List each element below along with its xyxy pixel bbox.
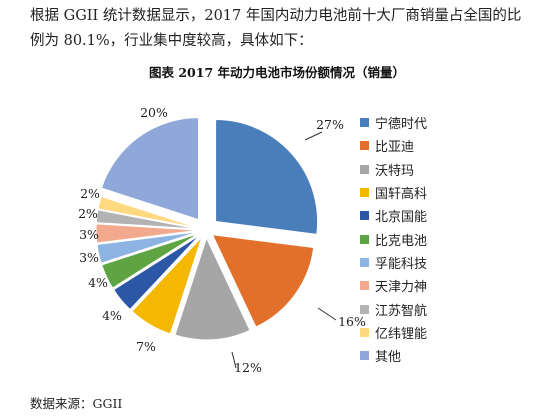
legend-item: 比亚迪 [360, 134, 427, 157]
legend-swatch [360, 188, 369, 198]
pie-slice [100, 117, 199, 221]
legend-swatch [360, 141, 369, 151]
data-label: 2% [78, 206, 98, 221]
legend-swatch [360, 118, 369, 128]
legend-item: 江苏智航 [360, 297, 427, 320]
legend-label: 天津力神 [375, 280, 428, 296]
legend-swatch [360, 257, 369, 267]
leader-line [317, 307, 337, 321]
legend-label: 比克电池 [375, 233, 428, 249]
data-label: 7% [136, 339, 156, 354]
pie-slice [215, 119, 319, 235]
data-source: 数据来源：GGII [30, 396, 123, 411]
pie-slice [96, 231, 199, 264]
legend-swatch [360, 304, 369, 314]
legend-label: 国轩高科 [375, 187, 428, 203]
pie-slice [101, 232, 200, 289]
legend-item: 比克电池 [360, 227, 427, 250]
pie-slice [97, 195, 199, 229]
leader-line [231, 351, 237, 369]
pie-slice [95, 209, 199, 230]
data-label: 16% [338, 314, 366, 329]
legend-item: 北京国能 [360, 204, 427, 227]
legend-swatch [360, 327, 369, 337]
legend-swatch [360, 211, 369, 221]
legend-label: 孚能科技 [375, 256, 428, 272]
legend-label: 江苏智航 [375, 303, 428, 319]
data-label: 2% [80, 186, 100, 201]
legend-label: 沃特玛 [375, 163, 415, 179]
pie-slice [131, 236, 203, 335]
data-label: 3% [79, 227, 99, 242]
intro-line-1: 根据 GGII 统计数据显示，2017 年国内动力电池前十大厂商销量占全国的比 [30, 8, 522, 24]
legend-item: 国轩高科 [360, 181, 427, 204]
legend-label: 北京国能 [375, 210, 428, 226]
legend-label: 比亚迪 [375, 140, 415, 156]
data-label: 3% [79, 250, 99, 265]
legend-item: 亿纬锂能 [360, 321, 427, 344]
data-label: 20% [140, 105, 168, 120]
legend-item: 孚能科技 [360, 251, 427, 274]
chart-legend: 宁德时代比亚迪沃特玛国轩高科北京国能比克电池孚能科技天津力神江苏智航亿纬锂能其他 [360, 111, 427, 367]
pie-slice [211, 234, 315, 328]
data-label: 12% [234, 360, 262, 375]
legend-label: 其他 [375, 350, 402, 366]
chart-title: 图表 2017 年动力电池市场份额情况（销量） [149, 65, 405, 80]
intro-line-2: 例为 80.1%，行业集中度较高，具体如下： [30, 33, 313, 49]
legend-item: 宁德时代 [360, 111, 427, 134]
legend-swatch [360, 351, 369, 361]
legend-swatch [360, 164, 369, 174]
legend-label: 亿纬锂能 [375, 326, 428, 342]
legend-item: 沃特玛 [360, 158, 427, 181]
legend-swatch [360, 281, 369, 291]
leader-line [304, 131, 323, 141]
legend-item: 其他 [360, 344, 427, 367]
pie-slice [95, 223, 199, 244]
legend-item: 天津力神 [360, 274, 427, 297]
legend-swatch [360, 234, 369, 244]
data-label: 4% [102, 308, 122, 323]
legend-label: 宁德时代 [375, 117, 428, 133]
pie-slice [113, 234, 201, 311]
intro-text: 根据 GGII 统计数据显示，2017 年国内动力电池前十大厂商销量占全国的比 … [30, 4, 550, 54]
data-label: 27% [316, 117, 344, 132]
data-label: 4% [88, 275, 108, 290]
pie-slice [174, 236, 251, 341]
